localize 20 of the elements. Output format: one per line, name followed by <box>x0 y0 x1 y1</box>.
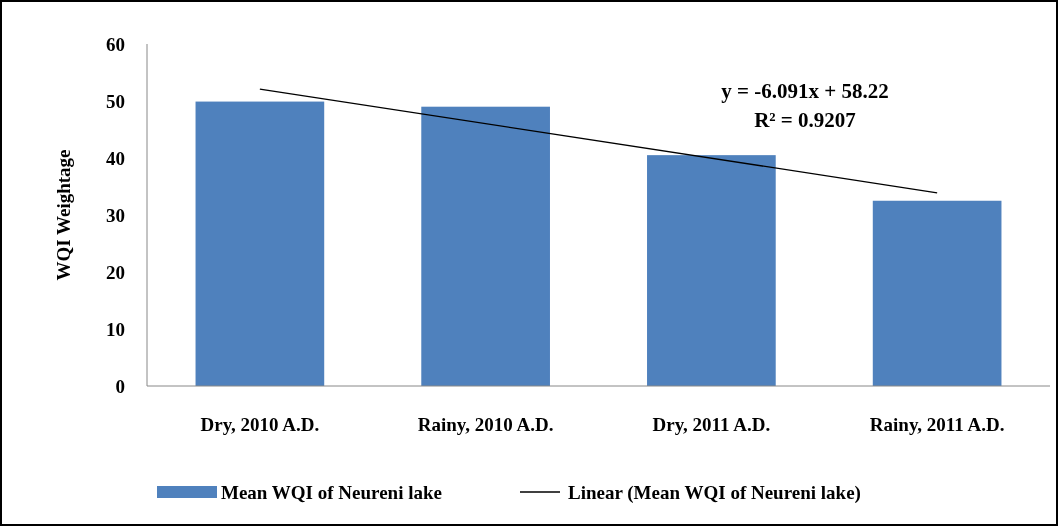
bar <box>647 155 776 386</box>
y-tick-label: 30 <box>106 204 125 226</box>
x-tick-label: Rainy, 2010 A.D. <box>417 414 554 435</box>
x-tick-label: Dry, 2010 A.D. <box>200 414 320 435</box>
annotation: y = -6.091x + 58.22 <box>721 79 889 103</box>
legend-label: Mean WQI of Neureni lake <box>221 481 442 503</box>
x-tick-label: Dry, 2011 A.D. <box>652 414 771 435</box>
annotation: R² = 0.9207 <box>754 108 856 132</box>
bar <box>195 101 325 386</box>
y-tick-label: 50 <box>106 90 125 112</box>
y-tick-label: 40 <box>106 147 125 169</box>
y-tick-label: 0 <box>115 375 125 397</box>
bar <box>421 106 550 386</box>
y-tick-label: 60 <box>106 33 125 55</box>
y-tick-label: 20 <box>106 261 125 283</box>
y-axis-title: WQI Weightage <box>53 149 74 281</box>
bar <box>872 200 1002 386</box>
legend-label: Linear (Mean WQI of Neureni lake) <box>568 481 861 504</box>
x-tick-label: Rainy, 2011 A.D. <box>869 414 1005 435</box>
y-tick-label: 10 <box>106 318 125 340</box>
